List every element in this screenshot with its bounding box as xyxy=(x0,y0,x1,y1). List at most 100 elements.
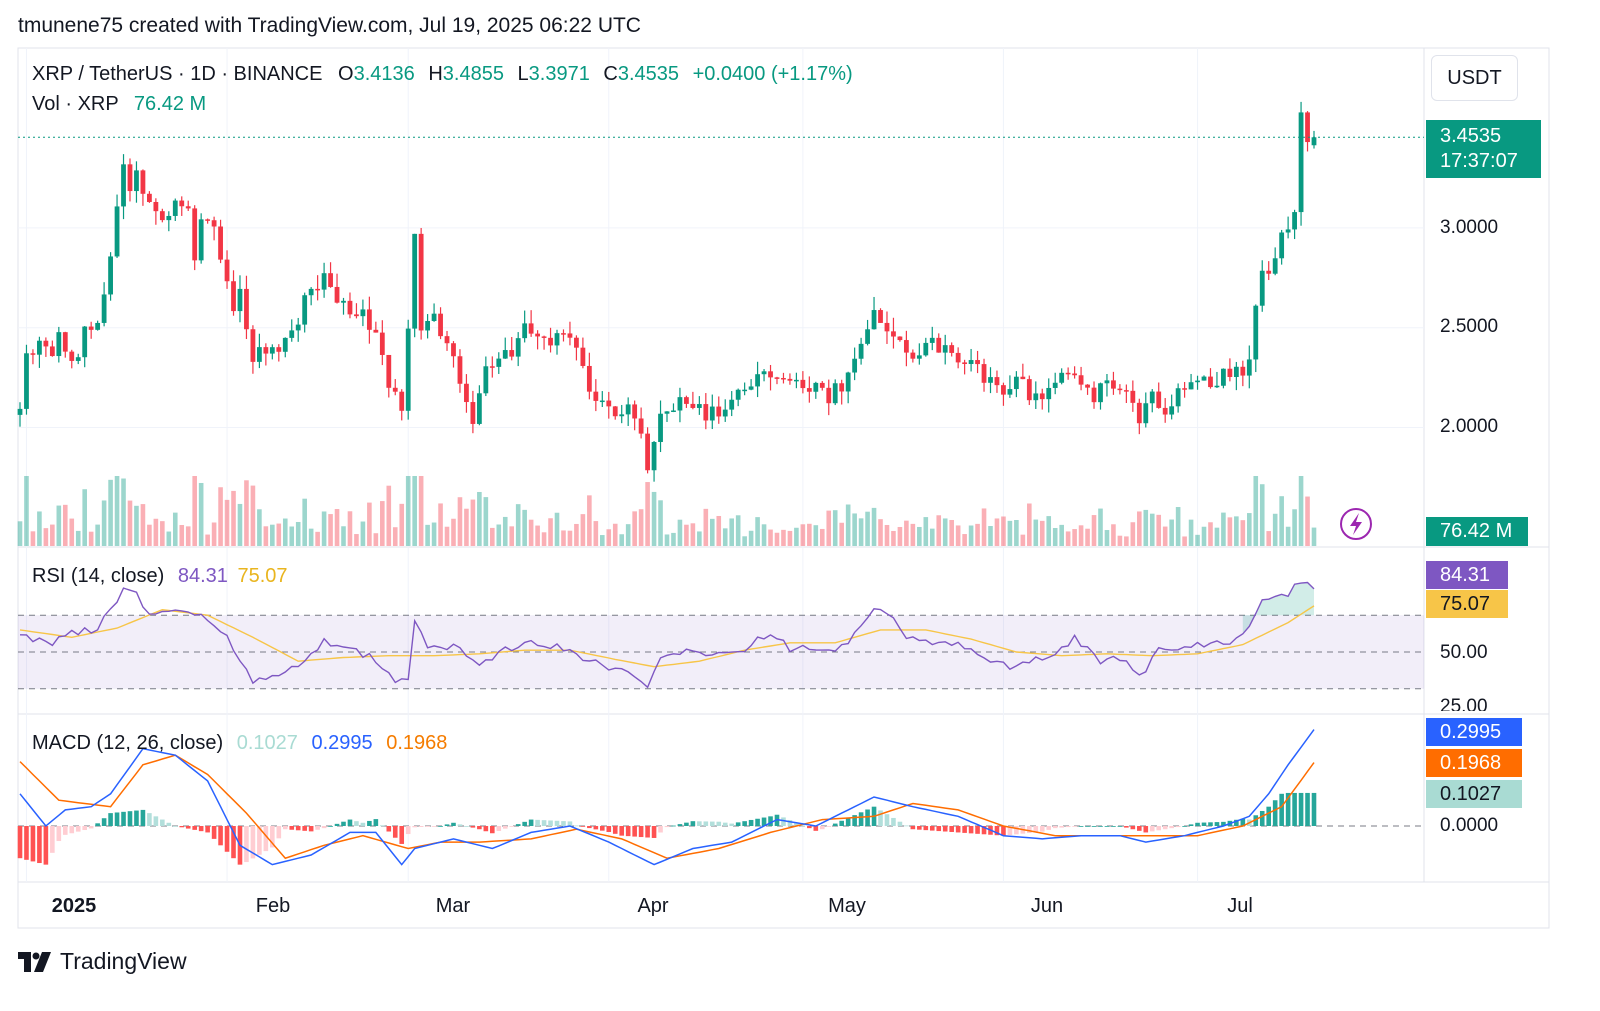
volume-bar xyxy=(1111,524,1116,546)
macd-hist-bar xyxy=(897,821,903,826)
macd-hist-bar xyxy=(593,826,599,830)
candle-body xyxy=(541,336,547,338)
volume-bar xyxy=(981,508,987,546)
open-label: O xyxy=(338,63,354,85)
candle-body xyxy=(1098,383,1103,403)
macd-hist-bar xyxy=(612,826,618,834)
volume-bar xyxy=(1285,526,1291,546)
macd-hist-bar xyxy=(1156,826,1162,831)
candle-body xyxy=(43,340,49,347)
candle-body xyxy=(722,409,728,417)
volume-bar xyxy=(1227,517,1233,546)
candle-body xyxy=(923,342,929,356)
candle-body xyxy=(1188,382,1194,390)
macd-hist-bar xyxy=(852,815,857,826)
volume-bar xyxy=(1033,519,1039,546)
candle-body xyxy=(244,288,249,330)
macd-hist-bar xyxy=(367,820,372,826)
volume-bar xyxy=(1072,529,1077,546)
candle-body xyxy=(334,286,340,303)
candle-body xyxy=(936,337,942,353)
candle-body xyxy=(781,377,786,380)
candle-body xyxy=(832,383,838,404)
volume-bar xyxy=(651,491,657,546)
macd-hist-bar xyxy=(716,821,722,826)
macd-hist-bar xyxy=(548,820,553,826)
candle-body xyxy=(1013,376,1019,390)
volume-bar xyxy=(729,518,734,546)
macd-hist-bar xyxy=(1259,810,1265,826)
macd-hist-bar xyxy=(134,810,139,826)
candle-body xyxy=(250,329,256,362)
macd-hist-bar xyxy=(981,826,987,835)
currency-selector[interactable]: USDT xyxy=(1431,55,1518,101)
macd-hist-bar xyxy=(380,825,385,827)
candle-body xyxy=(431,313,437,321)
candle-body xyxy=(502,350,508,359)
candle-body xyxy=(774,377,780,379)
volume-bar xyxy=(917,526,922,546)
volume-bar xyxy=(289,526,295,546)
candle-body xyxy=(535,333,540,337)
candle-body xyxy=(826,387,832,404)
volume-bar xyxy=(968,525,974,546)
macd-hist-bar xyxy=(56,826,62,842)
macd-hist-bar xyxy=(955,826,961,833)
volume-bar xyxy=(904,520,909,546)
macd-hist-bar xyxy=(483,826,489,832)
volume-bar xyxy=(140,504,146,546)
macd-hist-bar xyxy=(341,821,346,826)
volume-bar xyxy=(1085,528,1090,546)
candle-body xyxy=(845,372,851,392)
candle-body xyxy=(418,233,424,331)
candle-body xyxy=(108,256,113,295)
volume-bar xyxy=(392,527,398,546)
candle-body xyxy=(509,350,515,357)
candle-body xyxy=(1214,385,1220,388)
candle-body xyxy=(399,391,405,411)
rsi-tag: 84.31 xyxy=(1426,561,1508,589)
volume-bar xyxy=(1195,534,1200,546)
volume-bar xyxy=(742,536,747,546)
candle-body xyxy=(451,343,456,357)
candle-body xyxy=(179,200,185,207)
candle-body xyxy=(1169,406,1175,415)
candle-body xyxy=(1059,372,1065,383)
volume-tag: 76.42 M xyxy=(1426,517,1528,546)
macd-hist-bar xyxy=(82,826,87,831)
candle-body xyxy=(49,346,55,357)
volume-bar xyxy=(1052,528,1058,546)
macd-hist-bar xyxy=(1117,826,1123,827)
macd-hist-bar xyxy=(1111,826,1116,827)
volume-bar xyxy=(1214,527,1220,546)
rsi-label: RSI (14, close) xyxy=(32,565,165,587)
candle-body xyxy=(794,379,799,382)
volume-bar xyxy=(30,531,36,546)
macd-hist-bar xyxy=(1001,826,1006,836)
volume-bar xyxy=(1156,514,1162,546)
volume-bar xyxy=(1091,515,1097,546)
candle-body xyxy=(664,411,670,414)
macd-hist-bar xyxy=(30,826,36,862)
macd-hist-bar xyxy=(399,826,405,844)
candle-body xyxy=(1033,393,1039,401)
macd-hist-bar xyxy=(464,826,469,827)
volume-bar xyxy=(37,511,42,546)
volume-bar xyxy=(179,525,185,546)
macd-hist-bar xyxy=(88,826,94,829)
macd-hist-bar xyxy=(1149,826,1155,832)
candle-body xyxy=(425,320,431,331)
candle-body xyxy=(30,353,36,355)
tradingview-logo[interactable]: TradingView xyxy=(18,948,187,975)
macd-hist-bar xyxy=(121,811,126,826)
volume-bar xyxy=(457,497,463,546)
volume-bar xyxy=(1221,512,1226,546)
volume-bar xyxy=(147,524,152,546)
macd-hist-bar xyxy=(1078,826,1084,827)
rsi-legend: RSI (14, close) 84.31 75.07 xyxy=(32,565,288,588)
candle-body xyxy=(457,356,463,384)
macd-hist-bar xyxy=(1052,826,1058,829)
macd-value: 0.2995 xyxy=(311,732,373,754)
candle-body xyxy=(354,314,359,317)
